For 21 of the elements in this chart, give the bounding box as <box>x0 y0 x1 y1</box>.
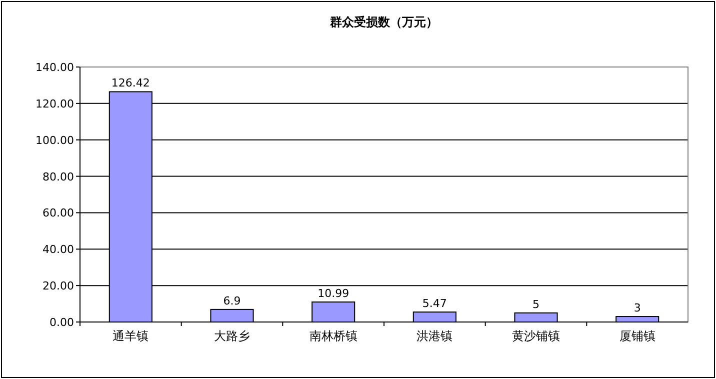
data-label: 5 <box>532 298 540 311</box>
chart-title: 群众受损数（万元） <box>329 15 438 29</box>
y-tick-label: 120.00 <box>36 97 74 110</box>
x-tick-label: 黄沙铺镇 <box>512 329 560 343</box>
data-label: 126.42 <box>111 76 150 90</box>
data-label: 5.47 <box>422 297 447 310</box>
y-tick-label: 20.00 <box>42 280 74 293</box>
x-tick-label: 洪港镇 <box>416 329 453 343</box>
x-tick-label: 通羊镇 <box>112 329 149 343</box>
data-label: 3 <box>634 302 641 315</box>
x-tick-label: 大路乡 <box>214 329 250 343</box>
data-label: 10.99 <box>318 286 350 300</box>
y-tick-label: 40.00 <box>42 243 74 256</box>
x-tick-label: 南林桥镇 <box>309 329 358 343</box>
y-tick-label: 140.00 <box>36 61 74 74</box>
y-tick-label: 60.00 <box>42 206 74 220</box>
y-tick-label: 0.00 <box>50 316 74 329</box>
x-tick-label: 厦铺镇 <box>619 329 656 343</box>
y-tick-label: 80.00 <box>42 170 74 184</box>
y-tick-label: 100.00 <box>36 134 74 147</box>
data-label: 6.9 <box>223 294 241 308</box>
